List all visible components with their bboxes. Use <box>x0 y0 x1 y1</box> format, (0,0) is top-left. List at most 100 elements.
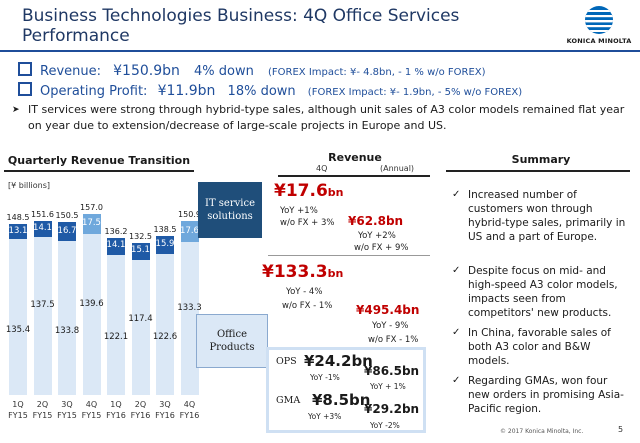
bar-office-products <box>82 234 101 395</box>
bar-office-products <box>107 254 125 395</box>
it-annual-yoy: YoY +2% <box>358 231 396 241</box>
bar-it-service <box>33 220 52 237</box>
op-value: ¥11.9bn <box>157 83 216 99</box>
check-icon: ✓ <box>452 265 461 276</box>
it-service-label: IT service solutions <box>205 198 255 222</box>
office-q-yoy: YoY - 4% <box>286 287 323 297</box>
arrow-bullet-icon: ➤ <box>12 105 20 115</box>
office-q-value: ¥133.3bn <box>262 262 344 282</box>
revenue-divider <box>268 255 430 256</box>
office-products-label: Office Products <box>209 329 255 353</box>
bar-label-office-products: 137.5 <box>30 300 55 311</box>
page-number: 5 <box>618 425 624 434</box>
bar-office-products <box>33 236 52 395</box>
company-logo: KONICA MINOLTA <box>566 4 632 48</box>
copyright: © 2017 Konica Minolta, Inc. <box>500 428 584 435</box>
it-service-box: IT service solutions <box>198 182 262 238</box>
chart-heading-rule <box>4 170 194 172</box>
explanation: ➤ IT services were strong through hybrid… <box>12 102 628 134</box>
bar-label-it-service: 15.9 <box>155 238 175 249</box>
logo-text: KONICA MINOLTA <box>566 37 632 45</box>
revenue-label: Revenue: <box>40 64 101 79</box>
x-tick-label: 3Q FY15 <box>57 400 77 420</box>
bar-office-products <box>156 254 174 395</box>
bar-total-label: 151.6 <box>31 209 54 219</box>
bar-office-products <box>58 241 76 395</box>
revenue-change: 4% down <box>194 64 254 79</box>
bar-total-label: 148.5 <box>6 213 30 223</box>
op-change: 18% down <box>227 84 296 99</box>
x-tick-label: 1Q FY16 <box>106 400 126 420</box>
op-label: Operating Profit: <box>40 84 148 99</box>
revenue-heading-rule <box>278 175 430 177</box>
bar-office-products <box>131 259 150 395</box>
summary-item: ✓ Regarding GMAs, won four new orders in… <box>452 375 624 415</box>
bar-label-it-service: 17.6 <box>180 225 199 236</box>
op-fx: (FOREX Impact: ¥- 1.9bn, - 5% w/o FOREX) <box>307 87 523 98</box>
bar-label-it-service: 15.1 <box>131 245 150 256</box>
ops-gma-box <box>266 347 426 433</box>
gma-q-value: ¥8.5bn <box>312 391 371 409</box>
bar-label-it-service: 14.1 <box>33 222 52 233</box>
bar-office-products <box>9 239 27 395</box>
check-icon: ✓ <box>452 327 461 338</box>
bar-total-label: 150.5 <box>55 210 79 220</box>
bar-label-it-service: 17.5 <box>82 218 101 229</box>
bar-office-products <box>180 241 199 395</box>
x-tick-label: 3Q FY16 <box>155 400 175 420</box>
bar-total-label: 150.9 <box>178 210 201 220</box>
op-headline: Operating Profit: ¥11.9bn 18% down (FORE… <box>18 82 522 99</box>
bar-total-label: 132.5 <box>129 231 152 241</box>
square-bullet-icon <box>18 82 32 96</box>
bar-it-service <box>9 224 27 240</box>
ops-q-yoy: YoY -1% <box>310 373 340 382</box>
revenue-col-annual: (Annual) <box>380 164 415 173</box>
bar-label-office-products: 117.4 <box>128 313 153 324</box>
summary-heading-rule <box>446 170 630 172</box>
bar-it-service <box>82 214 101 235</box>
it-annual-value: ¥62.8bn <box>348 214 404 228</box>
office-annual-value: ¥495.4bn <box>356 303 420 317</box>
office-q-fx: w/o FX - 1% <box>282 301 333 311</box>
bar-it-service <box>107 238 125 255</box>
bar-it-service <box>131 242 150 260</box>
summary-item: ✓ Increased number of customers won thro… <box>452 189 626 243</box>
ops-q-value: ¥24.2bn <box>304 352 373 370</box>
bar-label-office-products: 133.3 <box>177 303 202 314</box>
bar-it-service <box>156 235 174 254</box>
x-tick-label: 4Q FY16 <box>179 400 200 420</box>
check-icon: ✓ <box>452 189 461 200</box>
summary-item: ✓ Despite focus on mid- and high-speed A… <box>452 265 618 319</box>
logo-globe-icon <box>585 6 613 34</box>
it-annual-fx: w/o FX + 9% <box>354 243 409 253</box>
office-annual-fx: w/o FX - 1% <box>368 335 419 345</box>
ops-annual-value: ¥86.5bn <box>364 364 420 378</box>
x-tick-label: 1Q FY15 <box>8 400 28 420</box>
revenue-col-4q: 4Q <box>316 164 328 173</box>
bar-label-it-service: 16.7 <box>57 225 77 236</box>
chart-unit: [¥ billions] <box>8 181 50 190</box>
revenue-heading: Revenue <box>328 151 382 164</box>
bar-label-office-products: 135.4 <box>5 324 31 335</box>
revenue-fx: (FOREX Impact: ¥- 4.8bn, - 1 % w/o FOREX… <box>268 67 486 78</box>
bar-label-office-products: 133.8 <box>54 325 80 336</box>
bar-it-service <box>180 221 199 242</box>
gma-annual-yoy: YoY -2% <box>370 421 400 430</box>
page-title: Business Technologies Business: 4Q Offic… <box>22 6 460 46</box>
ops-annual-yoy: YoY + 1% <box>370 382 406 391</box>
office-products-box: Office Products <box>196 314 268 368</box>
bar-label-office-products: 139.6 <box>79 298 104 309</box>
gma-q-yoy: YoY +3% <box>308 412 342 421</box>
it-q-yoy: YoY +1% <box>280 206 318 216</box>
revenue-headline: Revenue: ¥150.9bn 4% down (FOREX Impact:… <box>18 62 486 79</box>
summary-heading: Summary <box>511 153 571 166</box>
bar-label-it-service: 14.1 <box>106 240 126 251</box>
gma-label: GMA <box>276 395 301 406</box>
bar-it-service <box>58 221 76 242</box>
bar-label-office-products: 122.1 <box>103 331 129 342</box>
gma-annual-value: ¥29.2bn <box>364 402 420 416</box>
it-q-value: ¥17.6bn <box>274 181 344 201</box>
revenue-chart: 13.1 135.4 148.5 1Q FY15 14.1 137.5 151.6 2Q FY15… <box>0 190 202 443</box>
summary-item: ✓ In China, favorable sales of both A3 c… <box>452 327 611 367</box>
square-bullet-icon <box>18 62 32 76</box>
